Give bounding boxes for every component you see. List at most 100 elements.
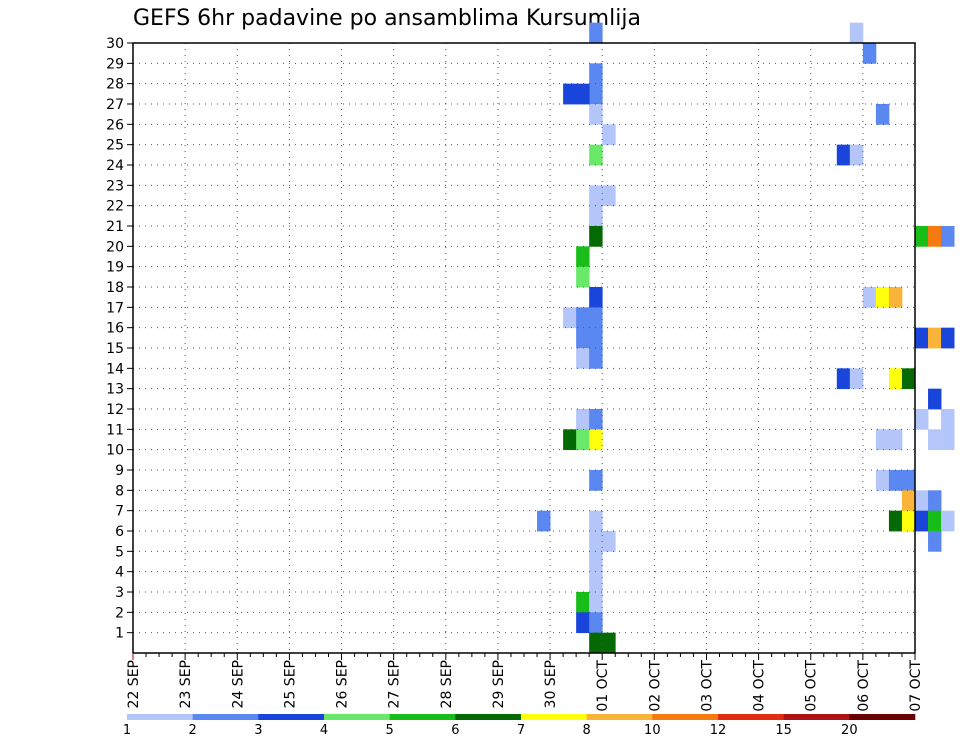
y-tick-label: 1 (115, 626, 124, 642)
colorbar-label: 2 (189, 723, 197, 738)
precip-cell (941, 510, 955, 532)
x-tick-label: 27 SEP (387, 660, 403, 708)
precip-cell (836, 368, 851, 390)
colorbar-swatch (455, 714, 522, 720)
colorbar-label: 7 (517, 723, 525, 738)
precip-cell (901, 368, 916, 390)
precip-cell (888, 510, 903, 532)
x-tick-label: 30 SEP (543, 660, 559, 708)
colorbar-label: 12 (710, 723, 727, 738)
precip-cell (602, 124, 616, 146)
precip-cell (589, 592, 603, 613)
colorbar-label: 8 (583, 723, 591, 738)
precip-cell (576, 429, 590, 451)
x-tick-label: 23 SEP (178, 660, 194, 708)
x-tick-label: 02 OCT (647, 660, 663, 712)
precip-cell (537, 510, 551, 532)
precip-cell (589, 551, 603, 573)
precip-cell (875, 287, 890, 308)
x-tick-label: 03 OCT (699, 660, 715, 712)
precip-cell (849, 368, 864, 390)
precip-cell (589, 83, 603, 105)
y-tick-label: 25 (106, 138, 124, 154)
colorbar-swatch (127, 714, 193, 720)
colorbar-label: 4 (320, 723, 328, 738)
precip-cell (928, 429, 942, 451)
precip-cell (915, 510, 929, 532)
y-tick-label: 4 (115, 565, 124, 581)
precip-cell (576, 348, 590, 369)
y-tick-label: 12 (106, 402, 124, 418)
precip-cell (875, 470, 890, 491)
precip-cell (589, 104, 603, 125)
precip-cell (915, 490, 929, 512)
y-tick-label: 16 (106, 321, 124, 337)
x-tick-label: 04 OCT (752, 660, 768, 712)
y-tick-label: 3 (115, 585, 124, 601)
precip-cell (589, 287, 603, 308)
y-tick-label: 6 (115, 524, 124, 540)
y-tick-label: 22 (106, 199, 124, 215)
precip-cell (901, 490, 916, 512)
colorbar-swatch (783, 714, 850, 720)
precip-cell (563, 307, 577, 329)
colorbar-swatch (652, 714, 719, 720)
y-tick-label: 10 (106, 443, 124, 459)
colorbar-label: 1 (123, 723, 131, 738)
precip-cell (862, 43, 877, 64)
precip-cell (888, 470, 903, 491)
colorbar-swatch (521, 714, 587, 720)
y-tick-label: 30 (106, 36, 124, 52)
y-tick-label: 29 (106, 56, 124, 72)
precip-cell (849, 144, 864, 166)
x-tick-label: 28 SEP (439, 660, 455, 708)
colorbar-swatch (849, 714, 916, 720)
precip-cell (928, 226, 942, 247)
precip-cell (928, 490, 942, 512)
x-tick-label: 22 SEP (126, 660, 142, 708)
precip-cell (576, 307, 590, 329)
grid-lines (133, 43, 915, 653)
x-tick-label: 26 SEP (335, 660, 351, 708)
precip-cell (602, 531, 616, 552)
y-tick-label: 27 (106, 97, 124, 113)
y-tick-label: 14 (106, 361, 124, 377)
colorbar-swatch (192, 714, 259, 720)
precip-cell (589, 612, 603, 634)
precip-cell (589, 307, 603, 329)
x-tick-label: 25 SEP (282, 660, 298, 708)
x-tick-label: 01 OCT (595, 660, 611, 712)
precip-cell (589, 22, 603, 44)
precip-cell (589, 205, 603, 227)
precip-cell (888, 368, 903, 390)
y-tick-label: 9 (115, 463, 124, 479)
colorbar: 1 2 3 4 5 6 7 8 10 12 15 20 (123, 714, 916, 738)
precip-cell (589, 327, 603, 349)
y-tick-label: 28 (106, 77, 124, 93)
precip-cell (862, 287, 877, 308)
precip-cell (589, 531, 603, 552)
colorbar-label: 6 (451, 723, 459, 738)
precip-cell (589, 429, 603, 451)
precip-cell (928, 327, 942, 349)
precip-cell (836, 144, 851, 166)
y-tick-label: 18 (106, 280, 124, 296)
y-tick-label: 17 (106, 300, 124, 316)
colorbar-label: 20 (841, 723, 858, 738)
precip-cell (928, 388, 942, 410)
precip-cell (563, 83, 577, 105)
precip-cell (576, 592, 590, 613)
precip-cell (915, 327, 929, 349)
x-tick-label: 29 SEP (491, 660, 507, 708)
precip-cell (875, 104, 890, 125)
y-tick-label: 15 (106, 341, 124, 357)
colorbar-swatch (389, 714, 456, 720)
x-axis-ticks: 22 SEP 23 SEP 24 SEP 25 SEP 26 SEP 27 SEP 28 S… (126, 653, 924, 712)
precip-cell (602, 632, 616, 654)
precip-cell (563, 429, 577, 451)
y-tick-label: 26 (106, 117, 124, 133)
precip-cell (941, 429, 955, 451)
x-tick-label: 06 OCT (856, 660, 872, 712)
y-axis-ticks: 1234567891011121314151617181920212223242… (106, 36, 133, 642)
